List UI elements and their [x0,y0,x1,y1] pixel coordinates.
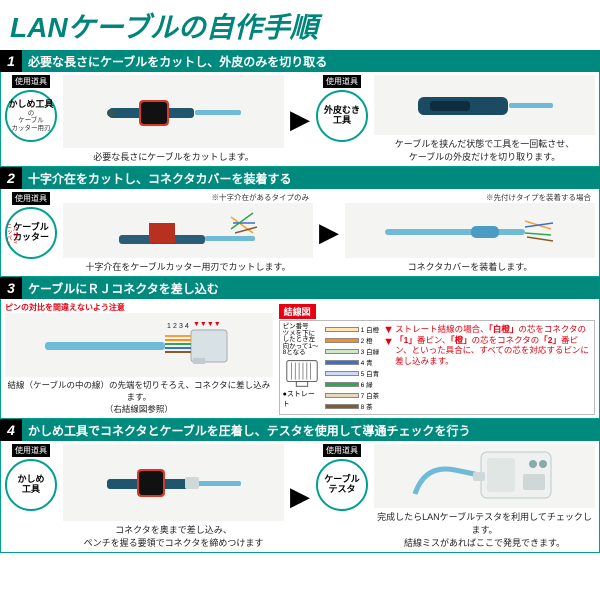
step4-left-image [63,444,284,521]
step3-left-caption: 結線（ケーブルの中の線）の先端を切りそろえ、コネクタに差し込みます。 （右結線図… [5,379,273,415]
tool-stripper: 外皮むき 工具 [316,90,368,142]
step3-body: ピンの対比を間違えないよう注意 1234 ▼▼▼▼ 結線（ケーブルの中の線）の先端… [0,299,600,419]
step2-body: 使用道具 ケーブル カッター ハサミ ニッパー ※十字介在があるタイプのみ 十字… [0,189,600,277]
arrow-icon: ▶ [290,104,310,135]
step2-right-caption: コネクタカバーを装着します。 [345,260,595,273]
red-arrow-icon: ▼ [383,336,394,348]
rj45-connector-icon [283,358,321,388]
tool-tester: ケーブル テスタ [316,459,368,511]
tool-label: 使用道具 [323,75,361,88]
svg-text:▼▼▼▼: ▼▼▼▼ [193,321,221,328]
svg-text:4: 4 [185,323,189,330]
arrow-icon: ▶ [290,481,310,512]
wiring-diagram-label: 結線図 [279,304,316,319]
step2-header: 2 十字介在をカットし、コネクタカバーを装着する [0,167,600,189]
step3-warning: ピンの対比を間違えないよう注意 [5,302,273,313]
step1-header: 1 必要な長さにケーブルをカットし、外皮のみを切り取る [0,50,600,72]
step4-body: 使用道具 かしめ 工具 コネクタを奥まで差し込み、 ペンチを握る要領でコネクタを… [0,441,600,553]
wiring-red-text: ストレート結線の場合、「白橙」の芯をコネクタの「1」番ピン、「橙」の芯をコネクタ… [395,324,591,411]
wiring-diagram: ピン番号 ツメを下にしたとき左 向かって1〜8となる ●ストレート 1 白橙2 … [279,320,595,415]
tool-crimper-cutter: かしめ工具 の ケーブル カッター用刃 [5,90,57,142]
svg-text:3: 3 [179,323,183,330]
step4-header: 4 かしめ工具でコネクタとケーブルを圧着し、テスタを使用して導通チェックを行う [0,419,600,441]
step2-left-caption: 十字介在をケーブルカッター用刃でカットします。 [63,260,313,273]
svg-text:1: 1 [167,323,171,330]
step2-right-image [345,203,595,258]
arrow-icon: ▶ [319,217,339,248]
tool-label: 使用道具 [323,444,361,457]
tool-main: かしめ 工具 [17,475,44,495]
tool-main: 外皮むき 工具 [324,106,360,126]
wiring-sub: ピン番号 ツメを下にしたとき左 向かって1〜8となる [283,324,321,357]
step4-right-caption: 完成したらLANケーブルテスタを利用してチェックします。 結線ミスがあればここで… [374,510,595,549]
wiring-pins: 1 白橙2 橙3 白緑4 青5 白青6 緑7 白茶8 茶 [325,324,379,411]
tool-label: 使用道具 [12,192,50,205]
step1-left-image [63,75,284,148]
step2-right-note: ※先付けタイプを装着する場合 [345,192,595,203]
step1-body: 使用道具 かしめ工具 の ケーブル カッター用刃 必要な長さにケーブルをカットし… [0,72,600,167]
page-title: LANケーブルの自作手順 [0,0,600,50]
step3-number: 3 [0,277,22,299]
tool-label: 使用道具 [12,444,50,457]
step2-title: 十字介在をカットし、コネクタカバーを装着する [28,170,292,187]
tool-cable-cutter: ケーブル カッター ハサミ ニッパー [5,207,57,259]
step4-left-caption: コネクタを奥まで差し込み、 ペンチを握る要領でコネクタを締めつけます [63,523,284,549]
step1-right-image [374,75,595,135]
tool-crimper: かしめ 工具 [5,459,57,511]
tool-label: 使用道具 [12,75,50,88]
tool-main: ケーブル カッター [13,223,49,243]
svg-text:2: 2 [173,323,177,330]
wiring-straight: ●ストレート [283,389,321,409]
step3-left-image: 1234 ▼▼▼▼ [5,313,273,377]
red-arrow-icon: ▼ [383,324,394,336]
step2-number: 2 [0,167,22,189]
step1-title: 必要な長さにケーブルをカットし、外皮のみを切り取る [28,53,327,70]
tool-sub: の ケーブル カッター用刃 [12,110,51,131]
step4-number: 4 [0,419,22,441]
step3-header: 3 ケーブルにＲＪコネクタを差し込む [0,277,600,299]
step4-right-image [374,444,595,508]
step2-left-image [63,203,313,258]
tool-main: ケーブル テスタ [324,475,359,495]
step1-left-caption: 必要な長さにケーブルをカットします。 [63,150,284,163]
step1-number: 1 [0,50,22,72]
step3-title: ケーブルにＲＪコネクタを差し込む [28,280,219,297]
step4-title: かしめ工具でコネクタとケーブルを圧着し、テスタを使用して導通チェックを行う [28,422,470,439]
step1-right-caption: ケーブルを挟んだ状態で工具を一回転させ、 ケーブルの外皮だけを切り取ります。 [374,137,595,163]
tool-main: かしめ工具 [8,100,53,110]
step2-left-note: ※十字介在があるタイプのみ [63,192,313,203]
tool-side: ハサミ ニッパー [4,223,17,247]
